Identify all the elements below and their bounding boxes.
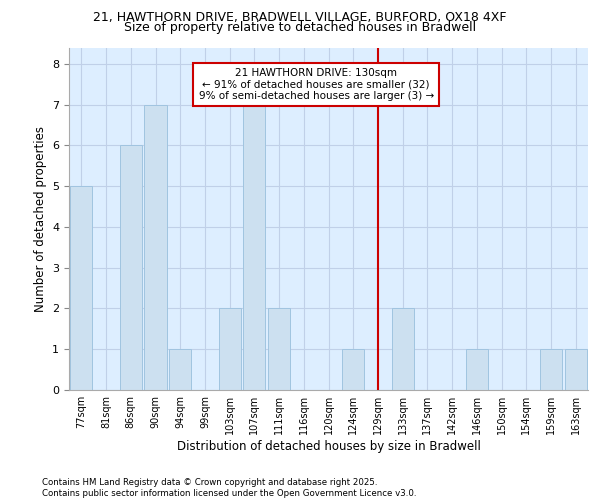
Bar xyxy=(342,349,364,390)
Bar xyxy=(218,308,241,390)
Text: 21, HAWTHORN DRIVE, BRADWELL VILLAGE, BURFORD, OX18 4XF: 21, HAWTHORN DRIVE, BRADWELL VILLAGE, BU… xyxy=(93,11,507,24)
Y-axis label: Number of detached properties: Number of detached properties xyxy=(34,126,47,312)
Bar xyxy=(392,308,414,390)
Text: Contains HM Land Registry data © Crown copyright and database right 2025.
Contai: Contains HM Land Registry data © Crown c… xyxy=(42,478,416,498)
Bar xyxy=(70,186,92,390)
Text: Size of property relative to detached houses in Bradwell: Size of property relative to detached ho… xyxy=(124,21,476,34)
Bar xyxy=(565,349,587,390)
X-axis label: Distribution of detached houses by size in Bradwell: Distribution of detached houses by size … xyxy=(176,440,481,452)
Text: 21 HAWTHORN DRIVE: 130sqm
← 91% of detached houses are smaller (32)
9% of semi-d: 21 HAWTHORN DRIVE: 130sqm ← 91% of detac… xyxy=(199,68,434,101)
Bar xyxy=(119,146,142,390)
Bar xyxy=(466,349,488,390)
Bar xyxy=(169,349,191,390)
Bar xyxy=(243,104,265,390)
Bar xyxy=(145,104,167,390)
Bar xyxy=(268,308,290,390)
Bar xyxy=(540,349,562,390)
